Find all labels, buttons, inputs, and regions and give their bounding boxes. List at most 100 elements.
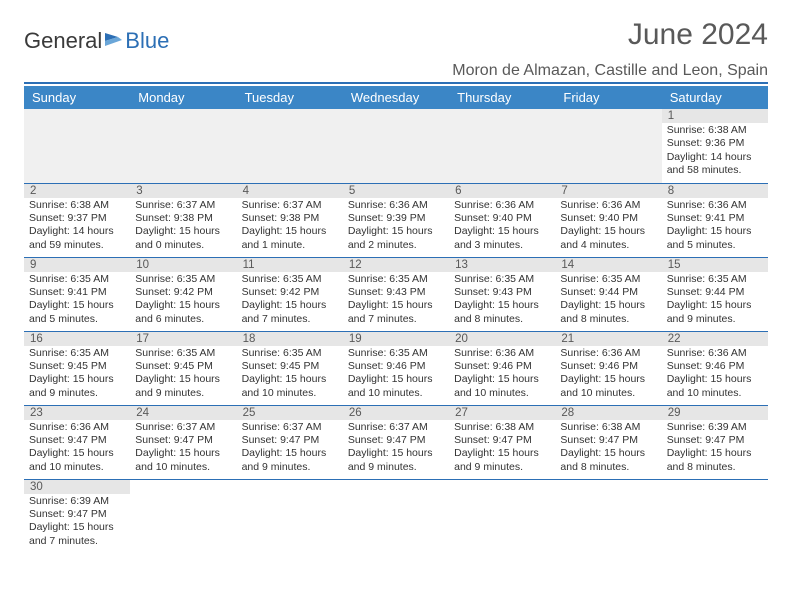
title-block: June 2024	[628, 18, 768, 58]
calendar-week-row: 30Sunrise: 6:39 AMSunset: 9:47 PMDayligh…	[24, 479, 768, 553]
daylight-line: Daylight: 15 hours and 7 minutes.	[348, 299, 444, 326]
sunset-line: Sunset: 9:38 PM	[135, 212, 231, 225]
sunrise-line: Sunrise: 6:35 AM	[242, 347, 338, 360]
sunset-line: Sunset: 9:47 PM	[348, 434, 444, 447]
sunset-line: Sunset: 9:41 PM	[667, 212, 763, 225]
daylight-line: Daylight: 14 hours and 58 minutes.	[667, 151, 763, 178]
calendar-day-cell: 24Sunrise: 6:37 AMSunset: 9:47 PMDayligh…	[130, 405, 236, 479]
sunrise-line: Sunrise: 6:37 AM	[135, 199, 231, 212]
sunrise-line: Sunrise: 6:39 AM	[667, 421, 763, 434]
calendar-day-cell: 11Sunrise: 6:35 AMSunset: 9:42 PMDayligh…	[237, 257, 343, 331]
sunset-line: Sunset: 9:40 PM	[454, 212, 550, 225]
sunset-line: Sunset: 9:40 PM	[560, 212, 656, 225]
day-details: Sunrise: 6:38 AMSunset: 9:36 PMDaylight:…	[662, 123, 768, 180]
sunrise-line: Sunrise: 6:36 AM	[454, 199, 550, 212]
calendar-day-cell: 3Sunrise: 6:37 AMSunset: 9:38 PMDaylight…	[130, 183, 236, 257]
day-details: Sunrise: 6:37 AMSunset: 9:47 PMDaylight:…	[343, 420, 449, 477]
calendar-day-cell: 2Sunrise: 6:38 AMSunset: 9:37 PMDaylight…	[24, 183, 130, 257]
day-details: Sunrise: 6:37 AMSunset: 9:47 PMDaylight:…	[237, 420, 343, 477]
calendar-day-cell: 27Sunrise: 6:38 AMSunset: 9:47 PMDayligh…	[449, 405, 555, 479]
day-details: Sunrise: 6:37 AMSunset: 9:38 PMDaylight:…	[237, 198, 343, 255]
day-number: 11	[237, 258, 343, 272]
calendar-day-cell: 1Sunrise: 6:38 AMSunset: 9:36 PMDaylight…	[662, 109, 768, 183]
daylight-line: Daylight: 15 hours and 7 minutes.	[242, 299, 338, 326]
day-number: 16	[24, 332, 130, 346]
sunrise-line: Sunrise: 6:38 AM	[667, 124, 763, 137]
day-number: 2	[24, 184, 130, 198]
day-details: Sunrise: 6:35 AMSunset: 9:46 PMDaylight:…	[343, 346, 449, 403]
daylight-line: Daylight: 15 hours and 9 minutes.	[454, 447, 550, 474]
calendar-day-cell: 13Sunrise: 6:35 AMSunset: 9:43 PMDayligh…	[449, 257, 555, 331]
sunrise-line: Sunrise: 6:36 AM	[667, 199, 763, 212]
sunset-line: Sunset: 9:43 PM	[454, 286, 550, 299]
sunrise-line: Sunrise: 6:38 AM	[29, 199, 125, 212]
sunset-line: Sunset: 9:42 PM	[135, 286, 231, 299]
day-number: 3	[130, 184, 236, 198]
sunrise-line: Sunrise: 6:36 AM	[560, 199, 656, 212]
day-number: 28	[555, 406, 661, 420]
daylight-line: Daylight: 15 hours and 9 minutes.	[667, 299, 763, 326]
logo-flag-icon	[104, 28, 124, 54]
daylight-line: Daylight: 15 hours and 0 minutes.	[135, 225, 231, 252]
calendar-week-row: 9Sunrise: 6:35 AMSunset: 9:41 PMDaylight…	[24, 257, 768, 331]
day-number: 14	[555, 258, 661, 272]
day-number: 5	[343, 184, 449, 198]
weekday-header: Wednesday	[343, 86, 449, 109]
day-details: Sunrise: 6:38 AMSunset: 9:47 PMDaylight:…	[555, 420, 661, 477]
daylight-line: Daylight: 15 hours and 10 minutes.	[135, 447, 231, 474]
sunset-line: Sunset: 9:46 PM	[348, 360, 444, 373]
day-number: 17	[130, 332, 236, 346]
sunset-line: Sunset: 9:36 PM	[667, 137, 763, 150]
sunset-line: Sunset: 9:38 PM	[242, 212, 338, 225]
sunrise-line: Sunrise: 6:37 AM	[242, 421, 338, 434]
daylight-line: Daylight: 15 hours and 9 minutes.	[135, 373, 231, 400]
day-details: Sunrise: 6:39 AMSunset: 9:47 PMDaylight:…	[662, 420, 768, 477]
day-details: Sunrise: 6:36 AMSunset: 9:46 PMDaylight:…	[555, 346, 661, 403]
day-details: Sunrise: 6:36 AMSunset: 9:46 PMDaylight:…	[662, 346, 768, 403]
calendar-day-cell: 5Sunrise: 6:36 AMSunset: 9:39 PMDaylight…	[343, 183, 449, 257]
day-details: Sunrise: 6:36 AMSunset: 9:46 PMDaylight:…	[449, 346, 555, 403]
day-details: Sunrise: 6:36 AMSunset: 9:47 PMDaylight:…	[24, 420, 130, 477]
day-details: Sunrise: 6:35 AMSunset: 9:45 PMDaylight:…	[130, 346, 236, 403]
sunset-line: Sunset: 9:41 PM	[29, 286, 125, 299]
day-details: Sunrise: 6:38 AMSunset: 9:47 PMDaylight:…	[449, 420, 555, 477]
calendar-day-cell: 16Sunrise: 6:35 AMSunset: 9:45 PMDayligh…	[24, 331, 130, 405]
sunset-line: Sunset: 9:42 PM	[242, 286, 338, 299]
day-details: Sunrise: 6:35 AMSunset: 9:45 PMDaylight:…	[237, 346, 343, 403]
sunset-line: Sunset: 9:47 PM	[454, 434, 550, 447]
daylight-line: Daylight: 15 hours and 2 minutes.	[348, 225, 444, 252]
calendar-day-cell: 7Sunrise: 6:36 AMSunset: 9:40 PMDaylight…	[555, 183, 661, 257]
calendar-day-cell	[449, 479, 555, 553]
sunset-line: Sunset: 9:37 PM	[29, 212, 125, 225]
day-details: Sunrise: 6:38 AMSunset: 9:37 PMDaylight:…	[24, 198, 130, 255]
sunrise-line: Sunrise: 6:35 AM	[242, 273, 338, 286]
daylight-line: Daylight: 15 hours and 9 minutes.	[242, 447, 338, 474]
day-details: Sunrise: 6:36 AMSunset: 9:40 PMDaylight:…	[449, 198, 555, 255]
sunset-line: Sunset: 9:46 PM	[560, 360, 656, 373]
calendar-day-cell: 25Sunrise: 6:37 AMSunset: 9:47 PMDayligh…	[237, 405, 343, 479]
daylight-line: Daylight: 15 hours and 10 minutes.	[560, 373, 656, 400]
day-number: 21	[555, 332, 661, 346]
sunrise-line: Sunrise: 6:35 AM	[135, 273, 231, 286]
daylight-line: Daylight: 15 hours and 9 minutes.	[29, 373, 125, 400]
day-number: 25	[237, 406, 343, 420]
sunset-line: Sunset: 9:43 PM	[348, 286, 444, 299]
day-details: Sunrise: 6:39 AMSunset: 9:47 PMDaylight:…	[24, 494, 130, 551]
calendar-day-cell	[237, 479, 343, 553]
day-number: 24	[130, 406, 236, 420]
weekday-header: Friday	[555, 86, 661, 109]
day-details: Sunrise: 6:35 AMSunset: 9:43 PMDaylight:…	[343, 272, 449, 329]
day-number: 13	[449, 258, 555, 272]
page-header: General Blue June 2024	[24, 18, 768, 58]
sunrise-line: Sunrise: 6:35 AM	[560, 273, 656, 286]
calendar-day-cell: 9Sunrise: 6:35 AMSunset: 9:41 PMDaylight…	[24, 257, 130, 331]
day-details: Sunrise: 6:36 AMSunset: 9:40 PMDaylight:…	[555, 198, 661, 255]
day-details: Sunrise: 6:36 AMSunset: 9:41 PMDaylight:…	[662, 198, 768, 255]
sunrise-line: Sunrise: 6:36 AM	[348, 199, 444, 212]
day-details: Sunrise: 6:36 AMSunset: 9:39 PMDaylight:…	[343, 198, 449, 255]
weekday-header: Thursday	[449, 86, 555, 109]
calendar-day-cell: 10Sunrise: 6:35 AMSunset: 9:42 PMDayligh…	[130, 257, 236, 331]
sunrise-line: Sunrise: 6:36 AM	[667, 347, 763, 360]
daylight-line: Daylight: 15 hours and 8 minutes.	[667, 447, 763, 474]
daylight-line: Daylight: 15 hours and 5 minutes.	[667, 225, 763, 252]
